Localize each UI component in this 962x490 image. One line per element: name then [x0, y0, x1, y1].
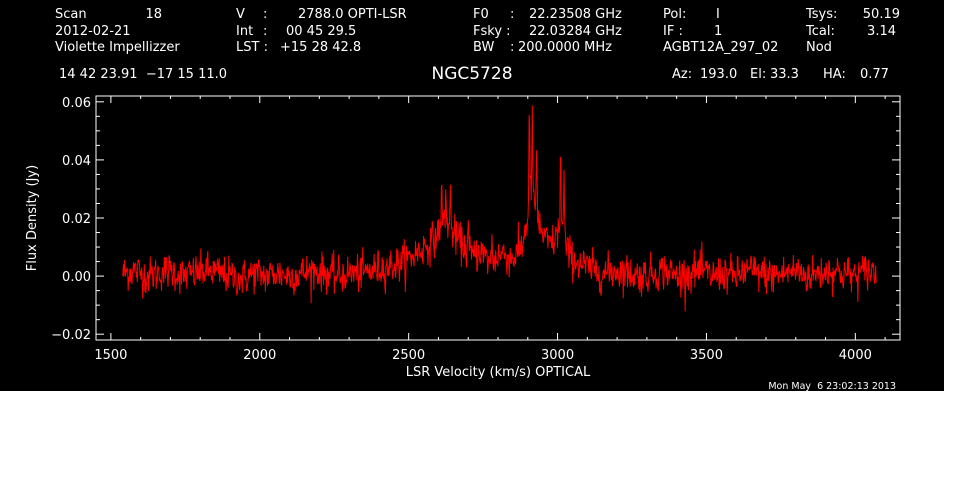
scan-label: Scan	[55, 7, 87, 22]
x-tick-label: 3000	[541, 348, 574, 363]
bw-value: 200.0000 MHz	[518, 40, 612, 55]
y-tick-label: −0.02	[51, 328, 91, 343]
lst-label: LST :	[236, 40, 268, 55]
v-sep: :	[263, 7, 267, 22]
az-label: Az:	[672, 67, 692, 82]
y-axis-label: Flux Density (Jy)	[25, 165, 40, 271]
project-id: AGBT12A_297_02	[663, 40, 778, 55]
pol-label: Pol:	[663, 7, 686, 22]
spectrum-plot: Scan 18 2012-02-21 Violette Impellizzer …	[25, 7, 901, 391]
spectrum-line	[122, 105, 877, 312]
if-value: 1	[714, 24, 722, 39]
x-tick-label: 4000	[839, 348, 872, 363]
y-axis-ticks: −0.02 0.00 0.02 0.04 0.06	[51, 96, 900, 343]
el-value: 33.3	[770, 67, 799, 82]
scan-value: 18	[145, 7, 162, 22]
observing-mode: Nod	[806, 40, 832, 55]
ha-label: HA:	[823, 67, 846, 82]
y-tick-label: 0.00	[62, 270, 91, 285]
x-tick-label: 3500	[690, 348, 723, 363]
plot-timestamp: Mon May 6 23:02:13 2013	[768, 381, 896, 391]
observer-name: Violette Impellizzer	[55, 40, 180, 55]
v-label: V	[236, 7, 245, 22]
int-value: 00 45 29.5	[286, 24, 356, 39]
x-axis-label: LSR Velocity (km/s) OPTICAL	[406, 365, 591, 380]
x-tick-label: 2000	[243, 348, 276, 363]
ha-value: 0.77	[860, 67, 889, 82]
lst-value: +15 28 42.8	[280, 40, 361, 55]
fsky-label: Fsky :	[473, 24, 511, 39]
bw-label: BW	[473, 40, 494, 55]
int-sep: :	[263, 24, 267, 39]
y-tick-label: 0.02	[62, 212, 91, 227]
tsys-value: 50.19	[863, 7, 900, 22]
x-tick-label: 2500	[392, 348, 425, 363]
object-name: NGC5728	[431, 64, 512, 84]
f0-value: 22.23508 GHz	[529, 7, 622, 22]
pol-value: I	[716, 7, 720, 22]
source-coordinates: 14 42 23.91 −17 15 11.0	[59, 67, 227, 82]
observation-date: 2012-02-21	[55, 24, 131, 39]
f0-label: F0	[473, 7, 489, 22]
x-tick-label: 1500	[94, 348, 127, 363]
y-tick-label: 0.06	[62, 96, 91, 111]
v-value: 2788.0 OPTI-LSR	[298, 7, 407, 22]
plot-frame	[95, 95, 901, 341]
int-label: Int	[236, 24, 253, 39]
fsky-value: 22.03284 GHz	[529, 24, 622, 39]
tsys-label: Tsys:	[805, 7, 837, 22]
tcal-value: 3.14	[867, 24, 896, 39]
f0-sep: :	[510, 7, 514, 22]
tcal-label: Tcal:	[805, 24, 835, 39]
x-axis-ticks: 1500 2000 2500 3000 3500 4000	[94, 96, 886, 363]
y-tick-label: 0.04	[62, 154, 91, 169]
plot-panel: Scan 18 2012-02-21 Violette Impellizzer …	[0, 0, 944, 391]
spectrum-trace-group	[122, 105, 877, 312]
el-label: El:	[750, 67, 766, 82]
az-value: 193.0	[700, 67, 737, 82]
if-label: IF :	[663, 24, 683, 39]
bw-sep: :	[510, 40, 514, 55]
